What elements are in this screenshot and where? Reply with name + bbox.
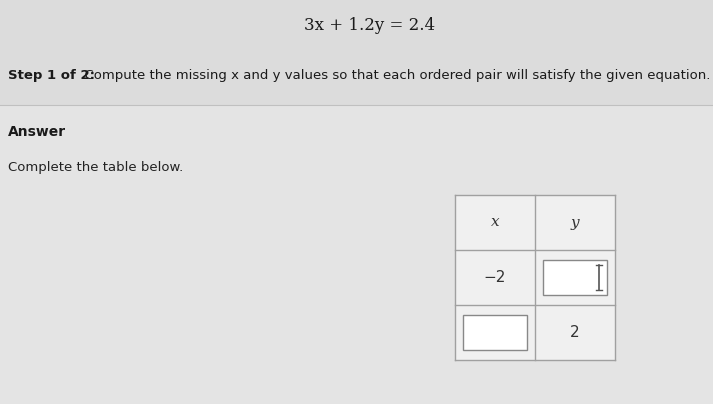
Bar xyxy=(0,0,713,105)
Text: Complete the table below.: Complete the table below. xyxy=(8,162,183,175)
Bar xyxy=(455,250,535,305)
Text: Compute the missing x and y values so that each ordered pair will satisfy the gi: Compute the missing x and y values so th… xyxy=(76,69,710,82)
Bar xyxy=(535,195,615,250)
Bar xyxy=(535,305,615,360)
Text: x: x xyxy=(491,215,499,229)
Text: −2: −2 xyxy=(484,270,506,285)
Text: Answer: Answer xyxy=(8,125,66,139)
Bar xyxy=(543,260,607,295)
Text: 3x + 1.2y = 2.4: 3x + 1.2y = 2.4 xyxy=(304,17,436,34)
Bar xyxy=(455,305,535,360)
Text: 2: 2 xyxy=(570,325,580,340)
Text: Step 1 of 2:: Step 1 of 2: xyxy=(8,69,95,82)
Bar xyxy=(455,195,535,250)
Bar xyxy=(0,105,713,404)
Bar xyxy=(463,315,527,350)
Text: y: y xyxy=(570,215,579,229)
Bar xyxy=(535,250,615,305)
